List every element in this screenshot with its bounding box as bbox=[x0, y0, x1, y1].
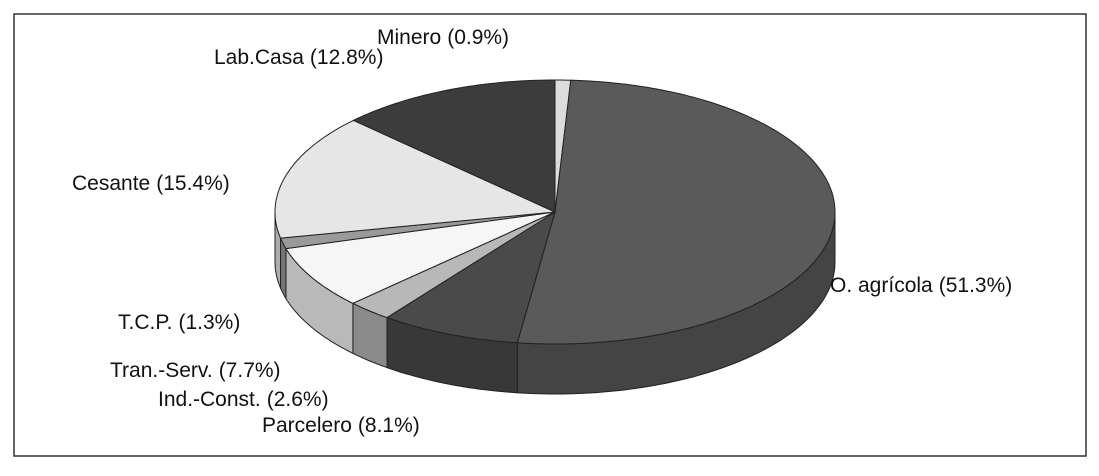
pie-slice bbox=[352, 79, 556, 213]
pie-slice bbox=[385, 210, 556, 344]
slice-label: Minero (0.9%) bbox=[377, 26, 509, 49]
slice-label-name: Ind.-Const. bbox=[158, 388, 261, 411]
slice-label-value: (8.1%) bbox=[358, 414, 420, 437]
slice-label-name: T.C.P. bbox=[118, 311, 172, 334]
pie-slice bbox=[274, 119, 557, 239]
slice-label-value: (7.7%) bbox=[219, 359, 281, 382]
pie-slice bbox=[516, 79, 836, 345]
slice-label-value: (1.3%) bbox=[178, 311, 240, 334]
slice-label-value: (15.4%) bbox=[156, 172, 230, 195]
slice-label: O. agrícola (51.3%) bbox=[830, 274, 1012, 297]
pie-top bbox=[274, 79, 836, 345]
slice-label-value: (2.6%) bbox=[267, 388, 329, 411]
slice-label-name: Cesante bbox=[72, 172, 150, 195]
slice-label: Parcelero (8.1%) bbox=[262, 414, 420, 437]
slice-label-name: O. agrícola bbox=[830, 274, 933, 297]
slice-label-name: Lab.Casa bbox=[214, 46, 304, 69]
slice-label: Cesante (15.4%) bbox=[72, 172, 230, 195]
slice-label-value: (12.8%) bbox=[310, 46, 384, 69]
pie-slice bbox=[285, 211, 556, 304]
pie-slice bbox=[351, 211, 556, 319]
slice-label-value: (51.3%) bbox=[939, 274, 1013, 297]
slice-label-value: (0.9%) bbox=[447, 26, 509, 49]
slice-label-name: Parcelero bbox=[262, 414, 352, 437]
slice-label-name: Tran.-Serv. bbox=[110, 359, 213, 382]
slice-label: Tran.-Serv. (7.7%) bbox=[110, 359, 281, 382]
slice-label: T.C.P. (1.3%) bbox=[118, 311, 240, 334]
slice-label-name: Minero bbox=[377, 26, 441, 49]
slice-label: Ind.-Const. (2.6%) bbox=[158, 388, 329, 411]
slice-label: Lab.Casa (12.8%) bbox=[214, 46, 383, 69]
